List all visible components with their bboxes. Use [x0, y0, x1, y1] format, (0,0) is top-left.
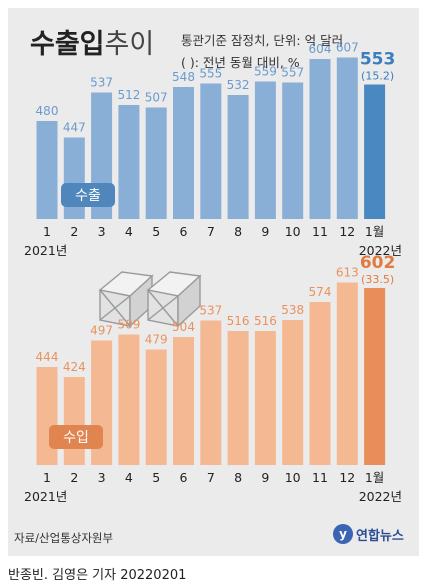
- import-x-tick-label: 9: [261, 470, 269, 485]
- yonhap-logo-icon: y: [333, 524, 353, 544]
- import-x-tick-label: 10: [285, 470, 301, 485]
- export-value-label: 537: [90, 76, 113, 90]
- import-bar: [173, 337, 194, 465]
- import-bar: [254, 331, 276, 465]
- title-main: 수출입: [30, 29, 105, 60]
- source-note: 자료/산업통상자원부: [14, 531, 114, 545]
- import-value-label: 538: [281, 303, 304, 317]
- import-bar: [145, 349, 167, 465]
- export-value-label: 480: [36, 104, 59, 118]
- import-x-tick-label: 3: [98, 470, 106, 485]
- import-value-label: 537: [199, 304, 222, 318]
- import-value-label: 444: [36, 350, 59, 364]
- import-x-tick-label: 6: [180, 470, 188, 485]
- export-bar: [282, 82, 304, 219]
- export-value-label: 559: [254, 65, 277, 79]
- import-x-tick-label: 5: [152, 470, 160, 485]
- import-bar: [336, 282, 358, 465]
- byline: 반종빈. 김영은 기자 20220201: [8, 568, 187, 583]
- import-year-label-start: 2021년: [24, 489, 67, 504]
- import-bar: [309, 302, 331, 465]
- export-value-label: 532: [227, 78, 250, 92]
- export-value-label: 548: [172, 70, 195, 84]
- export-bar: [254, 81, 276, 219]
- import-bar: [200, 320, 222, 465]
- import-value-label: 613: [336, 266, 359, 280]
- export-chart: 480 1 447 2 537 3 512 4 507 5 548 6 555 7 532 8 559 9 557 1…: [24, 41, 402, 259]
- import-value-label: 497: [90, 324, 113, 338]
- export-value-label: 607: [336, 41, 359, 55]
- import-bar: [63, 377, 85, 465]
- import-value-label: 479: [145, 333, 168, 347]
- import-value-label: 509: [117, 318, 140, 332]
- export-year-label-start: 2021년: [24, 243, 67, 258]
- export-value-label: 447: [63, 121, 86, 135]
- import-x-tick-label: 1: [43, 470, 51, 485]
- export-value-label: 512: [117, 88, 140, 102]
- export-x-tick-label: 6: [180, 224, 188, 239]
- import-value-label: 516: [254, 314, 277, 328]
- export-year-label-end: 2022년: [359, 243, 402, 258]
- export-bar: [118, 105, 140, 219]
- import-value-label: 574: [309, 285, 332, 299]
- import-value-label-latest: 602: [360, 253, 396, 273]
- export-x-tick-label: 12: [339, 224, 355, 239]
- export-x-tick-label: 11: [312, 224, 328, 239]
- export-bar: [36, 121, 58, 219]
- export-bar: [309, 59, 331, 219]
- export-series-badge: [61, 183, 115, 207]
- import-series-badge: [49, 425, 103, 449]
- export-x-tick-label: 2: [70, 224, 78, 239]
- export-series-label: 수출: [75, 188, 101, 204]
- export-x-tick-label: 7: [207, 224, 215, 239]
- import-x-tick-label: 11: [312, 470, 328, 485]
- chart-title: 수출입추이: [30, 22, 154, 61]
- import-x-tick-label: 4: [125, 470, 133, 485]
- import-x-tick-label: 2: [70, 470, 78, 485]
- import-bar: [282, 320, 304, 465]
- export-x-tick-label: 8: [234, 224, 242, 239]
- container-crates-illustration: [98, 271, 202, 328]
- import-x-tick-label: 12: [339, 470, 355, 485]
- import-x-tick-label: 1월: [365, 470, 384, 485]
- import-x-tick-label: 8: [234, 470, 242, 485]
- export-bar: [227, 95, 249, 219]
- change-note: ( ): 전년 동월 대비, %: [181, 55, 300, 70]
- import-value-label: 504: [172, 320, 195, 334]
- import-year-label-end: 2022년: [359, 489, 402, 504]
- export-x-tick-label: 10: [285, 224, 301, 239]
- import-bar: [118, 334, 140, 465]
- export-value-label-latest: 553: [360, 50, 396, 70]
- export-x-tick-label: 9: [261, 224, 269, 239]
- unit-note: 통관기준 잠정치, 단위: 억 달러: [181, 33, 344, 48]
- import-chart: 444 1 424 2 497 3 509 4 479 5 504 6 537 7 516 8 516 9 538 1…: [24, 253, 402, 504]
- import-bar: [364, 288, 386, 465]
- title-sub: 추이: [104, 29, 155, 60]
- import-bar: [227, 331, 249, 465]
- import-value-label: 424: [63, 360, 86, 374]
- import-change-label: (33.5): [361, 273, 394, 286]
- export-x-tick-label: 4: [125, 224, 133, 239]
- export-value-label: 507: [145, 91, 168, 105]
- export-bar: [145, 107, 167, 219]
- export-x-tick-label: 3: [98, 224, 106, 239]
- yonhap-logo: y 연합뉴스: [333, 524, 404, 544]
- export-bar: [336, 57, 358, 219]
- export-x-tick-label: 5: [152, 224, 160, 239]
- import-x-tick-label: 7: [207, 470, 215, 485]
- export-change-label: (15.2): [361, 70, 394, 83]
- export-value-label: 555: [199, 67, 222, 81]
- export-value-label: 557: [281, 66, 304, 80]
- export-bar: [173, 87, 194, 219]
- export-value-label: 604: [309, 42, 332, 56]
- import-series-label: 수입: [63, 430, 89, 446]
- import-value-label: 516: [227, 314, 250, 328]
- export-x-tick-label: 1월: [365, 224, 384, 239]
- export-x-tick-label: 1: [43, 224, 51, 239]
- import-bar: [36, 367, 58, 465]
- export-bar: [364, 84, 386, 219]
- yonhap-logo-text: 연합뉴스: [356, 528, 404, 544]
- export-bar: [200, 83, 222, 219]
